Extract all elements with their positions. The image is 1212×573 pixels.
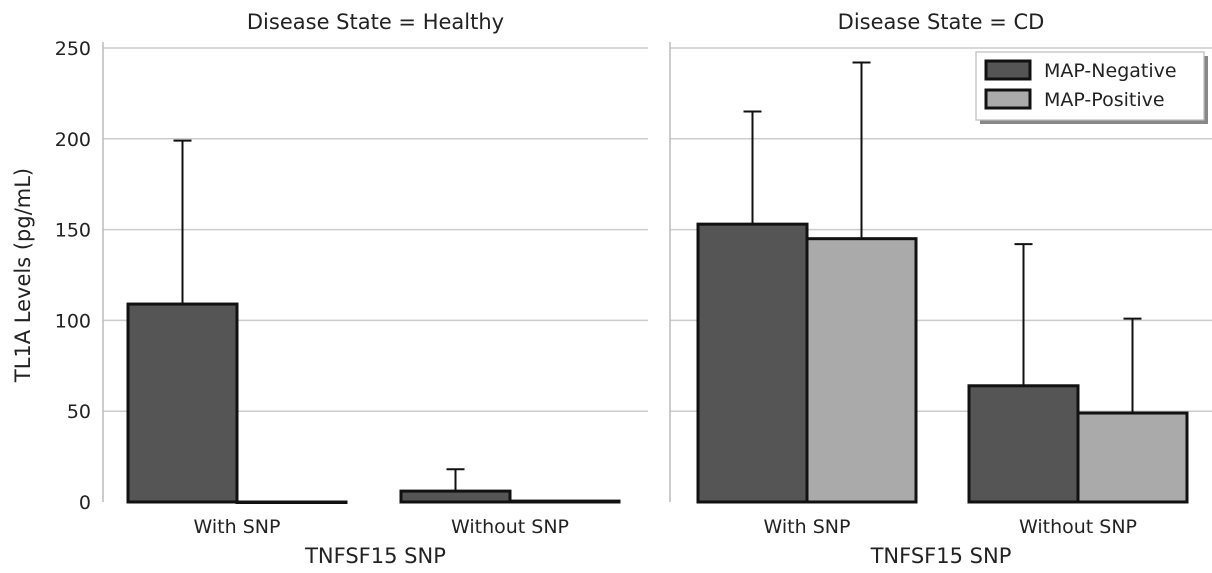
panel-title: Disease State = Healthy <box>247 10 504 34</box>
x-axis-label: TNFSF15 SNP <box>304 544 446 568</box>
bar <box>1076 411 1189 504</box>
bar <box>235 500 348 504</box>
y-tick-label: 250 <box>55 38 91 60</box>
y-tick-label: 150 <box>55 220 91 242</box>
x-tick-label: With SNP <box>194 516 281 538</box>
y-tick-label: 50 <box>67 401 91 423</box>
x-tick-label: Without SNP <box>451 516 569 538</box>
bar <box>967 384 1080 504</box>
x-tick-label: Without SNP <box>1019 516 1137 538</box>
bar <box>399 489 512 504</box>
bar <box>508 499 621 504</box>
bar <box>696 222 809 504</box>
x-tick-label: With SNP <box>764 516 851 538</box>
x-axis-label: TNFSF15 SNP <box>870 544 1012 568</box>
legend-swatch <box>984 59 1032 81</box>
bar <box>805 237 918 504</box>
y-tick-label: 100 <box>55 310 91 332</box>
y-tick-label: 0 <box>79 492 91 514</box>
bar <box>126 302 239 504</box>
legend-label: MAP-Positive <box>1044 89 1165 111</box>
legend-label: MAP-Negative <box>1044 60 1177 82</box>
panel-title: Disease State = CD <box>838 10 1045 34</box>
legend-swatch <box>984 88 1032 110</box>
y-tick-label: 200 <box>55 129 91 151</box>
y-axis-label: TL1A Levels (pg/mL) <box>11 168 35 383</box>
